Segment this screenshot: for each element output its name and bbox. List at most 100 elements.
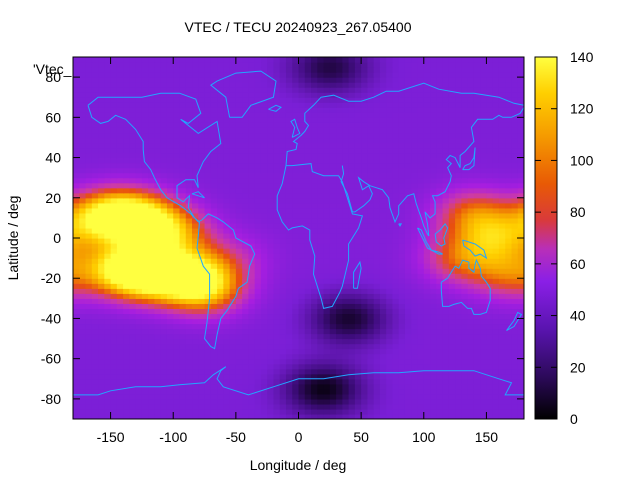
heatmap-cell	[417, 157, 425, 164]
heatmap-cell	[273, 238, 281, 244]
heatmap-cell	[417, 388, 425, 395]
heatmap-cell	[442, 102, 450, 108]
heatmap-cell	[166, 202, 174, 209]
heatmap-cell	[404, 102, 412, 108]
heatmap-cell	[98, 167, 105, 174]
heatmap-cell	[98, 333, 105, 340]
heatmap-cell	[273, 87, 281, 93]
heatmap-cell	[254, 333, 262, 340]
heatmap-cell	[336, 243, 343, 249]
heatmap-cell	[317, 92, 325, 98]
heatmap-cell	[354, 97, 362, 103]
heatmap-cell	[486, 408, 494, 415]
heatmap-cell	[442, 363, 450, 370]
heatmap-cell	[361, 202, 368, 209]
heatmap-cell	[354, 413, 362, 419]
heatmap-cell	[448, 288, 456, 294]
heatmap-cell	[79, 378, 87, 385]
heatmap-cell	[248, 363, 256, 370]
heatmap-cell	[285, 248, 293, 254]
heatmap-cell	[279, 373, 287, 380]
heatmap-cell	[442, 122, 450, 128]
heatmap-cell	[279, 298, 287, 304]
heatmap-cell	[430, 303, 437, 309]
heatmap-cell	[498, 212, 506, 219]
heatmap-cell	[379, 107, 387, 113]
heatmap-cell	[285, 217, 293, 224]
heatmap-cell	[392, 167, 400, 174]
heatmap-cell	[361, 318, 368, 325]
heatmap-cell	[448, 248, 456, 254]
heatmap-cell	[242, 187, 249, 194]
heatmap-cell	[192, 358, 199, 365]
heatmap-cell	[129, 222, 137, 229]
heatmap-cell	[511, 72, 519, 78]
heatmap-cell	[229, 348, 237, 355]
heatmap-cell	[135, 142, 143, 149]
heatmap-cell	[273, 258, 281, 264]
heatmap-cell	[192, 212, 199, 219]
heatmap-cell	[436, 187, 444, 194]
heatmap-cell	[110, 358, 118, 365]
heatmap-cell	[173, 268, 181, 274]
heatmap-cell	[242, 378, 249, 385]
heatmap-cell	[273, 172, 281, 179]
heatmap-cell	[154, 197, 162, 204]
heatmap-cell	[98, 222, 105, 229]
heatmap-cell	[298, 273, 306, 279]
heatmap-cell	[254, 142, 262, 149]
heatmap-cell	[323, 122, 331, 128]
heatmap-cell	[367, 363, 375, 370]
heatmap-cell	[361, 348, 368, 355]
heatmap-cell	[379, 172, 387, 179]
heatmap-cell	[148, 117, 156, 123]
heatmap-cell	[229, 212, 237, 219]
heatmap-cell	[392, 137, 400, 144]
heatmap-cell	[511, 353, 519, 360]
heatmap-cell	[210, 132, 218, 139]
heatmap-cell	[242, 142, 249, 149]
heatmap-cell	[367, 152, 375, 159]
heatmap-cell	[455, 398, 462, 405]
heatmap-cell	[204, 197, 212, 204]
heatmap-cell	[336, 343, 343, 350]
heatmap-cell	[204, 323, 212, 330]
heatmap-cell	[229, 353, 237, 360]
heatmap-cell	[511, 192, 519, 199]
heatmap-cell	[135, 77, 143, 83]
heatmap-cell	[229, 197, 237, 204]
heatmap-cell	[480, 408, 488, 415]
heatmap-cell	[148, 222, 156, 229]
heatmap-cell	[260, 268, 268, 274]
heatmap-cell	[185, 293, 193, 299]
heatmap-cell	[210, 283, 218, 289]
heatmap-cell	[210, 167, 218, 174]
heatmap-cell	[273, 388, 281, 395]
heatmap-cell	[404, 172, 412, 179]
heatmap-cell	[210, 142, 218, 149]
heatmap-cell	[154, 318, 162, 325]
heatmap-cell	[229, 117, 237, 123]
heatmap-cell	[398, 187, 406, 194]
heatmap-cell	[436, 147, 444, 154]
heatmap-cell	[254, 72, 262, 78]
heatmap-cell	[185, 353, 193, 360]
heatmap-cell	[110, 92, 118, 98]
heatmap-cell	[73, 413, 80, 419]
heatmap-cell	[354, 393, 362, 400]
heatmap-cell	[417, 398, 425, 405]
heatmap-cell	[248, 97, 256, 103]
heatmap-cell	[104, 353, 112, 360]
heatmap-cell	[517, 358, 524, 365]
heatmap-cell	[179, 313, 187, 320]
heatmap-cell	[511, 283, 519, 289]
heatmap-cell	[336, 308, 343, 315]
heatmap-cell	[204, 368, 212, 375]
heatmap-cell	[254, 97, 262, 103]
heatmap-cell	[267, 217, 275, 224]
heatmap-cell	[517, 273, 524, 279]
heatmap-cell	[267, 177, 275, 184]
heatmap-cell	[348, 328, 356, 335]
heatmap-cell	[342, 258, 350, 264]
heatmap-cell	[267, 87, 275, 93]
